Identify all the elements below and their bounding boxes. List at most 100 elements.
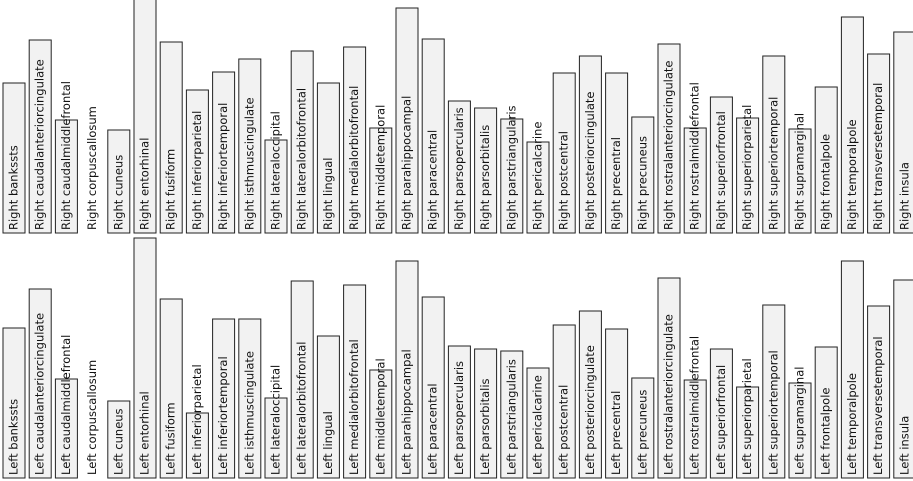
bar-label: Right insula: [897, 162, 911, 230]
bar-label: Right lateraloccipital: [269, 111, 283, 230]
bar: [343, 46, 367, 234]
bar-label: Left superiortemporal: [766, 350, 780, 475]
bar: [395, 7, 419, 234]
bar-label: Right precentral: [609, 137, 623, 230]
bar: [840, 16, 864, 234]
bar-label: Left frontalpole: [819, 388, 833, 476]
bar: [762, 55, 786, 234]
bar: [657, 43, 681, 234]
bar-label: Left rostralmiddlefrontal: [688, 336, 702, 475]
bar-label: Right precuneus: [635, 136, 649, 230]
bar: [264, 139, 288, 234]
bar: [500, 350, 524, 479]
bar: [605, 328, 629, 479]
bar: [709, 348, 733, 479]
bar-label: Right parsopercularis: [452, 107, 466, 230]
bar-label: Right corpuscallosum: [85, 106, 99, 230]
bar: [238, 318, 262, 479]
bar: [159, 41, 183, 234]
bar-label: Left paracentral: [426, 383, 440, 475]
bar: [736, 117, 760, 234]
bar: [657, 277, 681, 479]
bar-label: Left rostralanteriorcingulate: [662, 314, 676, 475]
bar-label: Right pericalcarine: [531, 122, 545, 230]
bar: [133, 0, 157, 234]
bar-label: Right inferiorparietal: [190, 111, 204, 230]
bar-label: Left precuneus: [635, 390, 649, 475]
bar-label: Right superiortemporal: [766, 97, 780, 230]
bar-label: Left parsopercularis: [452, 361, 466, 475]
bar-label: Right superiorparietal: [740, 105, 754, 230]
bar: [474, 348, 498, 479]
bar-label: Left parahippocampal: [400, 349, 414, 475]
bar: [185, 412, 209, 479]
bar-label: Right parsorbitalis: [478, 125, 492, 230]
bar: [631, 116, 655, 234]
bar-label: Left temporalpole: [845, 373, 859, 475]
bar-label: Right superiorfrontal: [714, 111, 728, 230]
bar-label: Left precentral: [609, 391, 623, 475]
bar: [159, 298, 183, 479]
bar: [474, 107, 498, 234]
bar-label: Right cuneus: [111, 155, 125, 230]
bar-label: Left cuneus: [111, 408, 125, 475]
bar: [788, 382, 812, 479]
bar: [54, 119, 78, 234]
bar: [736, 386, 760, 479]
bar-label: Right frontalpole: [819, 134, 833, 230]
bar-label: Right inferiortemporal: [216, 103, 230, 230]
bar-label: Left pericalcarine: [531, 375, 545, 475]
bar: [28, 288, 52, 479]
bar: [683, 127, 707, 234]
bar: [762, 304, 786, 479]
bar: [133, 237, 157, 479]
bar: [578, 310, 602, 479]
bar: [526, 367, 550, 479]
bar: [185, 89, 209, 234]
bar: [107, 400, 131, 479]
bar-label: Right rostralanteriorcingulate: [662, 61, 676, 231]
bar-label: Left caudalanteriorcingulate: [33, 313, 47, 475]
bar-label: Left superiorparietal: [740, 358, 754, 475]
bar: [421, 296, 445, 479]
bar-label: Right parahippocampal: [400, 96, 414, 230]
bar: [631, 377, 655, 479]
bar-label: Right supramarginal: [793, 113, 807, 230]
bar: [447, 100, 471, 234]
bar: [840, 260, 864, 479]
bar-label: Left lateraloccipital: [269, 365, 283, 475]
bar: [212, 71, 236, 234]
bar-label: Left parsorbitalis: [478, 378, 492, 475]
bar-label: Left inferiorparietal: [190, 364, 204, 475]
bar: [867, 305, 891, 479]
bar-label: Left parstriangularis: [504, 359, 518, 475]
bar: [54, 378, 78, 479]
bar-label: Left supramarginal: [793, 367, 807, 475]
bar: [316, 82, 340, 234]
bar: [290, 50, 314, 234]
bar: [893, 31, 913, 234]
bar: [788, 128, 812, 234]
bar: [578, 55, 602, 234]
bar-label: Right middletemporal: [373, 105, 387, 230]
bar-label: Right entorhinal: [138, 138, 152, 230]
bar-label: Left middletemporal: [373, 358, 387, 475]
bar-label: Left caudalmiddlefrontal: [59, 335, 73, 475]
bar: [290, 280, 314, 479]
bar: [893, 279, 913, 479]
bar-label: Right temporalpole: [845, 119, 859, 230]
bar: [605, 72, 629, 234]
bar-label: Right lateralorbitofrontal: [295, 88, 309, 230]
bar: [395, 260, 419, 479]
bar-label: Right isthmuscingulate: [242, 97, 256, 230]
bar-label: Left medialorbitofrontal: [347, 339, 361, 475]
bar-label: Left fusiform: [164, 402, 178, 475]
bar-label: Right bankssts: [7, 145, 21, 230]
bar: [552, 72, 576, 234]
bar: [264, 397, 288, 479]
bar: [447, 345, 471, 479]
bar-label: Right rostralmiddlefrontal: [688, 82, 702, 230]
bar-label: Left corpuscallosum: [85, 360, 99, 475]
bar-label: Right paracentral: [426, 130, 440, 230]
